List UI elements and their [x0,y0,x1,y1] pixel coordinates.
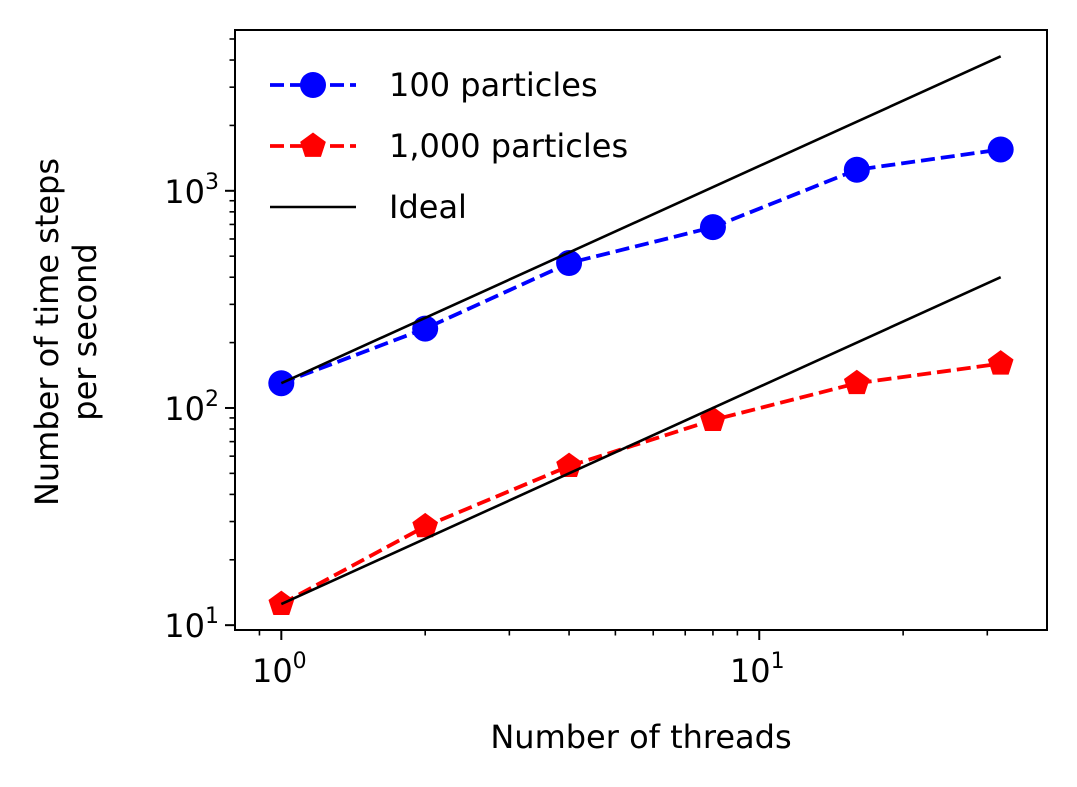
x-tick-label-exponent: 1 [771,649,785,674]
series-1 [268,350,1014,616]
series-line-dashed [280,147,1001,386]
x-axis-label: Number of threads [490,718,791,756]
data-point-circle [412,315,439,342]
data-point-circle [268,370,295,397]
x-tick-label: 101 [730,649,785,690]
y-tick-label: 102 [164,387,219,428]
data-point-pentagon [987,350,1014,375]
x-tick-label-exponent: 0 [293,649,307,674]
y-tick-label-exponent: 1 [205,604,219,629]
legend-label: 100 particles [389,66,598,104]
data-point-circle [556,250,583,277]
data-point-pentagon [843,369,870,395]
x-tick-label-base: 10 [252,652,293,690]
y-tick-label: 101 [164,604,219,645]
y-tick-label-exponent: 2 [205,387,219,412]
series-layer [268,55,1014,616]
legend-entry: 1,000 particles [270,127,628,165]
y-tick-label-base: 10 [164,173,205,211]
y-tick-label-exponent: 3 [205,170,219,195]
x-tick-label-base: 10 [730,652,771,690]
y-tick-label-base: 10 [164,607,205,645]
series-2 [280,55,1002,385]
y-axis-label-line-2: per second [66,243,104,420]
data-point-pentagon [412,512,439,538]
x-tick-label: 100 [252,649,307,690]
plot-frame [234,29,1048,631]
legend-label: 1,000 particles [389,127,628,165]
y-axis-label: Number of time steps per second [28,158,104,506]
ideal-line [280,55,1002,385]
series-3 [280,276,1002,606]
series-line-dashed [280,361,1001,606]
data-point-circle [987,136,1014,163]
data-point-circle [699,214,726,241]
legend-entry: Ideal [270,188,467,226]
legend: 100 particles 1,000 particles Ideal [270,66,628,226]
y-axis-label-line-1: Number of time steps [28,158,66,506]
data-point-circle [843,156,870,183]
series-0 [268,136,1014,397]
y-tick-label-base: 10 [164,390,205,428]
legend-label: Ideal [389,188,467,226]
legend-marker [300,72,326,98]
y-tick-label: 103 [164,170,219,211]
legend-marker [300,132,326,157]
data-point-pentagon [700,406,726,431]
legend-entry: 100 particles [270,66,598,104]
ideal-line [280,276,1002,606]
